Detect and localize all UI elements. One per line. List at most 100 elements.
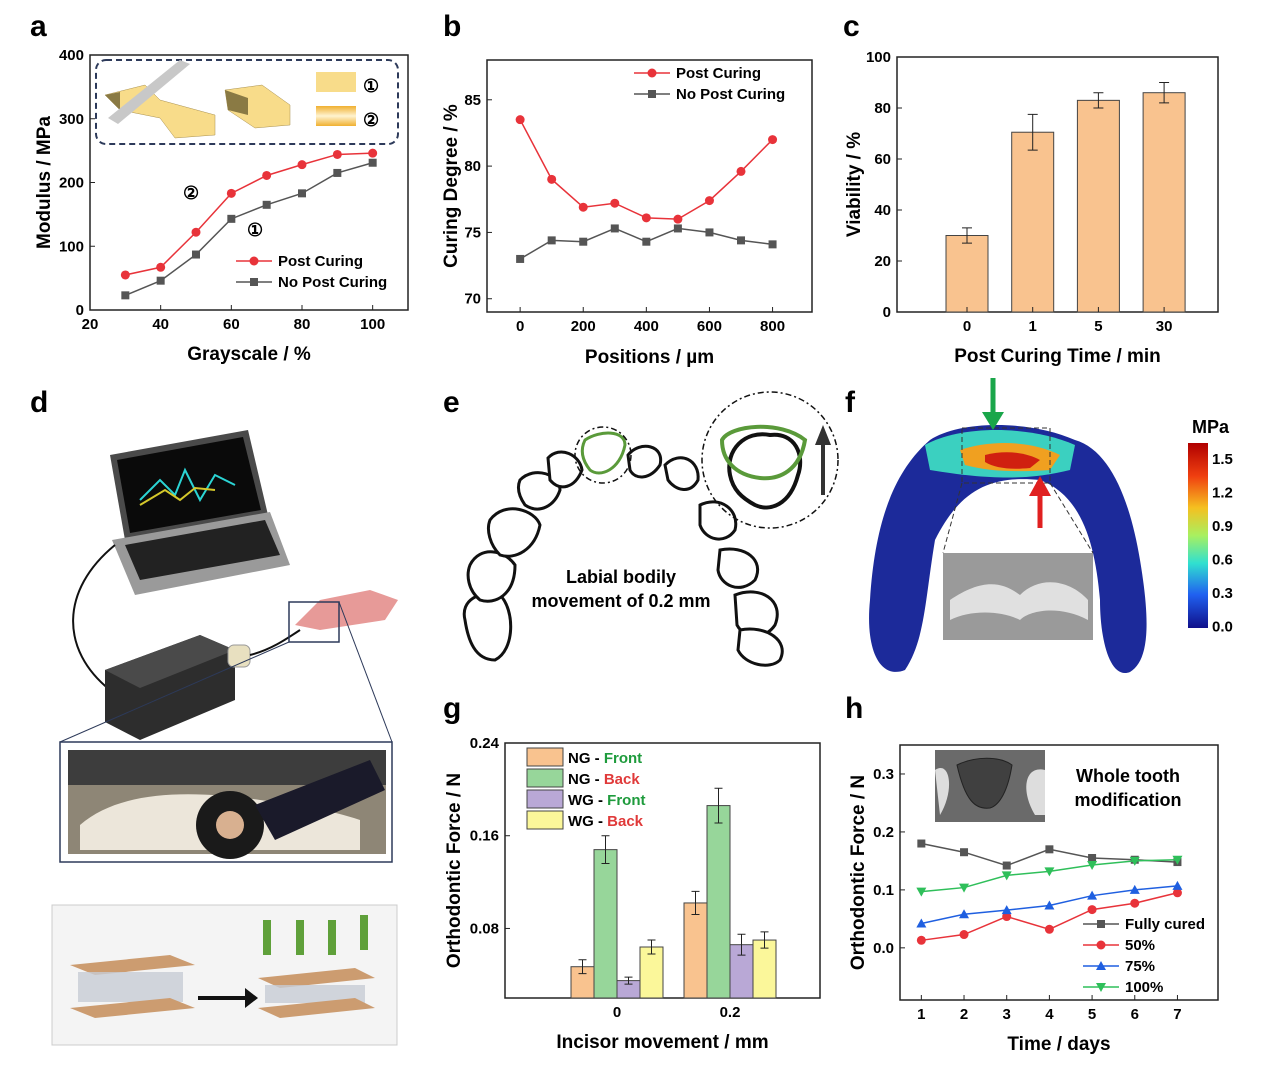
x-tick-label: 600 xyxy=(697,318,722,335)
x-tick-label: 4 xyxy=(1045,1006,1054,1023)
data-point xyxy=(121,291,130,300)
data-point xyxy=(1172,888,1182,898)
y-axis-label: Orthodontic Force / N xyxy=(848,775,869,970)
error-bar xyxy=(737,933,746,956)
panel-label-b: b xyxy=(443,10,461,43)
legend-swatch xyxy=(526,789,564,809)
error-bar xyxy=(1027,113,1038,151)
data-point xyxy=(641,213,651,223)
bar xyxy=(1076,99,1120,313)
data-point xyxy=(1087,860,1098,870)
legend-label: 100% xyxy=(1125,979,1163,996)
data-point xyxy=(1002,861,1011,870)
e-caption-line2: movement of 0.2 mm xyxy=(531,591,710,611)
legend-label: Post Curing xyxy=(278,253,363,270)
panel-label-f: f xyxy=(845,386,856,419)
data-point xyxy=(1172,855,1183,865)
data-point xyxy=(610,224,619,233)
series-line xyxy=(519,119,774,220)
data-point xyxy=(368,158,377,167)
panel-label-d: d xyxy=(30,386,48,419)
legend-label: No Post Curing xyxy=(676,86,785,103)
data-point xyxy=(298,189,306,198)
y-tick-label: 80 xyxy=(464,158,481,175)
e-caption-line1: Labial bodily xyxy=(566,567,676,587)
data-point xyxy=(917,839,926,848)
legend-swatch xyxy=(526,747,564,767)
data-point xyxy=(959,883,970,893)
data-point xyxy=(610,198,620,208)
data-point xyxy=(916,935,926,945)
x-tick-label: 0.2 xyxy=(720,1004,741,1021)
x-tick-label: 0 xyxy=(613,1004,621,1021)
y-tick-label: 0.24 xyxy=(470,735,500,752)
data-point xyxy=(736,166,746,176)
data-point xyxy=(1045,845,1054,854)
x-tick-label: 5 xyxy=(1088,1006,1096,1023)
data-point xyxy=(578,202,588,212)
series-post-curing xyxy=(120,148,378,280)
data-point xyxy=(1172,880,1183,890)
plot-frame xyxy=(486,59,813,313)
data-point xyxy=(959,930,969,940)
x-tick-label: 20 xyxy=(82,316,99,333)
y-axis-label: Curing Degree / % xyxy=(441,104,462,268)
bar xyxy=(1142,92,1186,313)
data-point xyxy=(156,262,166,272)
x-axis-label: Grayscale / % xyxy=(187,344,311,365)
data-point xyxy=(768,135,778,145)
legend-side: Front xyxy=(604,750,642,767)
data-point xyxy=(1096,983,1106,992)
data-point xyxy=(737,236,746,245)
h-inset-image xyxy=(935,750,1045,822)
y-tick-label: 100 xyxy=(59,238,84,255)
data-point xyxy=(547,236,556,245)
chart-panel-g: 0.08 0.16 0.24 Incisor movement / mm Orthodo… xyxy=(444,735,821,1053)
data-point xyxy=(1129,884,1140,894)
legend-label: 50% xyxy=(1125,937,1155,954)
x-tick-label: 7 xyxy=(1173,1006,1181,1023)
data-point xyxy=(297,160,307,170)
data-point xyxy=(1129,856,1140,866)
y-tick-label: 20 xyxy=(874,253,891,270)
error-bar xyxy=(691,890,700,916)
bar xyxy=(593,849,618,999)
data-point xyxy=(648,90,656,98)
legend-side: Back xyxy=(607,813,644,830)
e-tooth-arch-illustration xyxy=(462,391,839,667)
y-tick-label: 60 xyxy=(874,151,891,168)
x-tick-label: 6 xyxy=(1131,1006,1139,1023)
y-tick-label: 400 xyxy=(59,47,84,64)
error-bar xyxy=(624,976,633,985)
data-point xyxy=(642,237,651,246)
data-point xyxy=(191,227,201,237)
data-point xyxy=(647,68,657,78)
bar xyxy=(1011,131,1055,313)
x-axis-label: Post Curing Time / min xyxy=(954,346,1161,367)
x-tick-label: 1 xyxy=(917,1006,925,1023)
x-axis-label: Time / days xyxy=(1007,1034,1110,1055)
series-fully-cured xyxy=(917,839,1182,870)
series-50- xyxy=(916,888,1182,945)
y-tick-label: 0.2 xyxy=(873,824,894,841)
data-point xyxy=(249,256,259,266)
y-tick-label: 300 xyxy=(59,111,84,128)
x-tick-label: 60 xyxy=(223,316,240,333)
data-point xyxy=(704,196,714,206)
x-tick-label: 200 xyxy=(571,318,596,335)
chart-panel-a: 0 100 200 300 400 Grayscale / % Modulus / MPa 2… xyxy=(34,47,409,365)
data-point xyxy=(705,228,714,237)
legend-group: WG - xyxy=(568,813,607,830)
y-tick-label: 0.16 xyxy=(470,828,499,845)
data-point xyxy=(227,214,236,223)
legend-swatch xyxy=(526,810,564,830)
y-axis-label: Orthodontic Force / N xyxy=(444,773,465,968)
y-tick-label: 75 xyxy=(464,224,481,241)
series-75- xyxy=(916,880,1183,928)
panel-label-e: e xyxy=(443,386,460,419)
h-inset-caption-line2: modification xyxy=(1075,790,1182,810)
data-point xyxy=(332,149,342,159)
f-fea-stress-illustration xyxy=(869,378,1208,674)
